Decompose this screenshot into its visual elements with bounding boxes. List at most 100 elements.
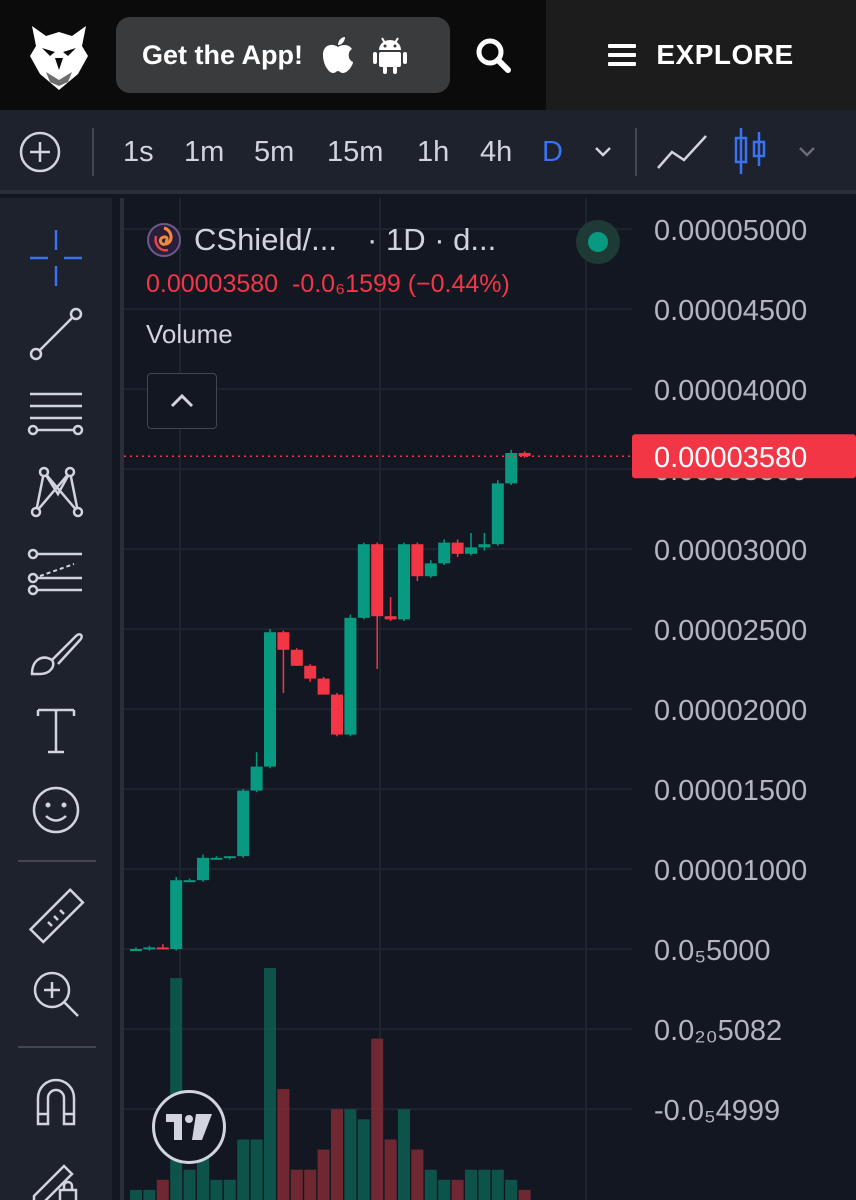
- interval-5m[interactable]: 5m: [254, 135, 295, 168]
- tradingview-icon: [166, 1114, 212, 1140]
- candle-body: [505, 453, 518, 484]
- price-chart[interactable]: 0.000050000.000045000.000040000.00003500…: [124, 198, 856, 1200]
- volume-bar: [170, 978, 183, 1200]
- trend-line-icon[interactable]: [24, 302, 88, 366]
- candle-body: [210, 857, 223, 860]
- android-icon: [373, 37, 407, 74]
- y-axis-label: 0.00004000: [654, 375, 807, 407]
- volume-bar: [250, 1139, 263, 1200]
- interval-15m[interactable]: 15m: [327, 135, 384, 168]
- toolbar-divider: [635, 128, 637, 176]
- zoom-in-icon[interactable]: [24, 962, 88, 1026]
- volume-bar: [371, 1038, 384, 1200]
- y-axis-label: 0.00003000: [654, 535, 807, 567]
- chevron-down-icon[interactable]: [592, 142, 614, 162]
- magnet-icon[interactable]: [24, 1070, 88, 1134]
- tool-divider: [18, 860, 96, 862]
- candle-body: [304, 665, 317, 679]
- candlestick-icon[interactable]: [732, 126, 768, 176]
- volume-bar: [237, 1139, 250, 1200]
- volume-bar: [344, 1109, 357, 1200]
- candle-body: [478, 544, 491, 548]
- toolbar-divider: [92, 128, 94, 176]
- interval-1s[interactable]: 1s: [123, 135, 154, 168]
- token-logo-icon: [147, 223, 181, 257]
- candle-body: [264, 632, 276, 767]
- candle-body: [424, 563, 437, 577]
- volume-bar: [398, 1109, 410, 1200]
- candle-body: [371, 544, 384, 617]
- volume-bar: [156, 1179, 169, 1200]
- hamburger-icon: [608, 44, 637, 66]
- explore-button[interactable]: EXPLORE: [546, 0, 856, 110]
- collapse-legend-button[interactable]: [147, 373, 217, 429]
- interval-label: · 1D · d...: [367, 222, 497, 257]
- line-chart-icon[interactable]: [656, 130, 710, 174]
- apple-icon: [323, 37, 353, 73]
- candle-body: [491, 483, 504, 545]
- interval-d[interactable]: D: [542, 135, 563, 168]
- candle-body: [250, 766, 263, 791]
- tradingview-logo[interactable]: [152, 1090, 226, 1164]
- y-axis-label: 0.0₂₀5082: [654, 1015, 782, 1047]
- symbol-name[interactable]: CShield/...: [194, 222, 338, 257]
- chevron-down-icon[interactable]: [796, 142, 818, 162]
- lock-drawing-icon[interactable]: [24, 1150, 88, 1200]
- interval-1h[interactable]: 1h: [417, 135, 450, 168]
- chevron-up-icon: [170, 393, 194, 408]
- chart-legend: CShield/... · 1D · d... 0.00003580 -0.0₆…: [146, 218, 620, 350]
- y-axis-label: 0.00001500: [654, 775, 807, 807]
- chart-pane[interactable]: 0.000050000.000045000.000040000.00003500…: [120, 198, 856, 1200]
- projection-icon[interactable]: [24, 540, 88, 604]
- emoji-icon[interactable]: [24, 778, 88, 842]
- price-change-line: 0.00003580 -0.0₆1599 (−0.44%): [146, 270, 510, 299]
- candle-body: [411, 544, 424, 577]
- volume-bar: [130, 1189, 142, 1200]
- explore-label: EXPLORE: [656, 39, 794, 70]
- search-icon[interactable]: [468, 30, 520, 82]
- candle-body: [197, 857, 209, 881]
- volume-bar: [384, 1139, 397, 1200]
- ruler-icon[interactable]: [24, 886, 88, 950]
- candle-body: [290, 649, 303, 666]
- candle-body: [384, 616, 397, 620]
- candle-body: [156, 947, 169, 950]
- volume-bar: [210, 1179, 223, 1200]
- volume-bar: [304, 1169, 317, 1200]
- interval-1m[interactable]: 1m: [184, 135, 225, 168]
- volume-bar: [290, 1169, 303, 1200]
- candle-body: [237, 790, 250, 857]
- chart-toolbar: 1s 1m 5m 15m 1h 4h D: [0, 110, 856, 194]
- pattern-icon[interactable]: [24, 460, 88, 524]
- candle-body: [223, 856, 236, 859]
- candle-body: [357, 544, 370, 618]
- y-axis-label: 0.00004500: [654, 295, 807, 327]
- volume-bar: [357, 1119, 370, 1200]
- candle-body: [331, 694, 343, 735]
- last-price: 0.00003580: [146, 270, 279, 298]
- y-axis-label: 0.0₅5000: [654, 935, 771, 967]
- text-icon[interactable]: [24, 698, 88, 762]
- candle-body: [277, 632, 290, 650]
- market-status-dot[interactable]: [576, 220, 620, 264]
- candle-body: [465, 547, 477, 554]
- get-the-app-button[interactable]: Get the App!: [116, 17, 450, 93]
- get-app-label: Get the App!: [142, 39, 303, 70]
- tool-divider: [18, 1046, 96, 1048]
- volume-bar: [223, 1179, 236, 1200]
- brush-icon[interactable]: [24, 620, 88, 684]
- fib-retracement-icon[interactable]: [24, 382, 88, 446]
- volume-bar: [264, 968, 276, 1200]
- interval-4h[interactable]: 4h: [480, 135, 513, 168]
- price-tag-label: 0.00003580: [654, 442, 807, 474]
- candle-body: [317, 678, 330, 695]
- crosshair-icon[interactable]: [24, 226, 88, 290]
- owl-logo-icon[interactable]: [28, 22, 90, 92]
- candle-body: [344, 617, 357, 735]
- candle-body: [183, 880, 196, 883]
- top-bar: Get the App! EXPLORE: [0, 0, 856, 110]
- volume-bar: [317, 1149, 330, 1200]
- add-symbol-icon[interactable]: [18, 130, 62, 174]
- volume-bar: [491, 1169, 504, 1200]
- y-axis-label: -0.0₅4999: [654, 1095, 780, 1127]
